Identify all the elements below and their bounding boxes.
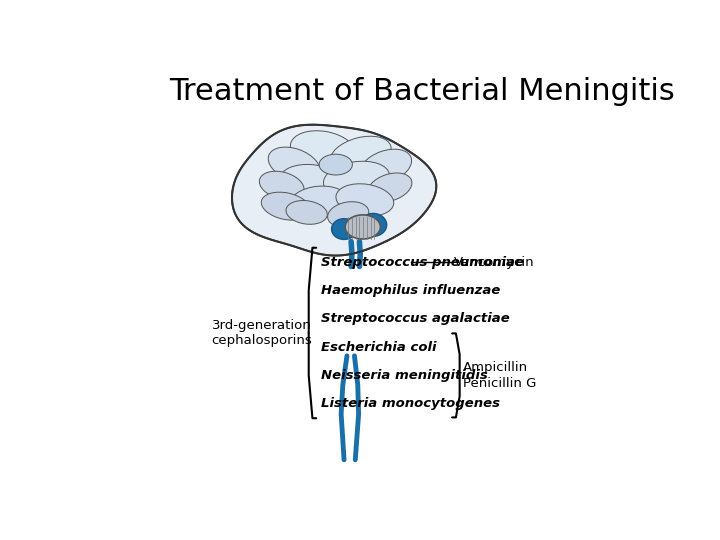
Text: Haemophilus influenzae: Haemophilus influenzae bbox=[321, 284, 500, 297]
Ellipse shape bbox=[261, 192, 310, 220]
Text: Neisseria meningitidis: Neisseria meningitidis bbox=[321, 369, 488, 382]
Ellipse shape bbox=[360, 213, 387, 237]
Text: Streptococcus agalactiae: Streptococcus agalactiae bbox=[321, 312, 510, 326]
Text: Escherichia coli: Escherichia coli bbox=[321, 341, 437, 354]
Text: 3rd-generation
cephalosporins: 3rd-generation cephalosporins bbox=[211, 319, 312, 347]
Text: Listeria monocytogenes: Listeria monocytogenes bbox=[321, 397, 500, 410]
Ellipse shape bbox=[345, 215, 380, 239]
Ellipse shape bbox=[259, 171, 304, 200]
Ellipse shape bbox=[328, 201, 369, 227]
Ellipse shape bbox=[360, 149, 412, 184]
Ellipse shape bbox=[323, 161, 390, 197]
Ellipse shape bbox=[286, 200, 328, 224]
Ellipse shape bbox=[290, 131, 356, 170]
Text: Treatment of Bacterial Meningitis: Treatment of Bacterial Meningitis bbox=[169, 77, 675, 106]
Ellipse shape bbox=[268, 147, 320, 182]
Ellipse shape bbox=[368, 173, 412, 202]
Text: Ampicillin: Ampicillin bbox=[462, 361, 528, 374]
Text: Penicillin G: Penicillin G bbox=[462, 377, 536, 390]
Text: Streptococcus pneumoniae: Streptococcus pneumoniae bbox=[321, 256, 524, 269]
Ellipse shape bbox=[290, 186, 348, 218]
Text: Vancomycin: Vancomycin bbox=[454, 256, 535, 269]
Ellipse shape bbox=[336, 184, 394, 216]
Polygon shape bbox=[232, 125, 436, 255]
Ellipse shape bbox=[332, 219, 356, 239]
Ellipse shape bbox=[330, 136, 391, 172]
Ellipse shape bbox=[319, 154, 352, 175]
Ellipse shape bbox=[279, 165, 342, 198]
